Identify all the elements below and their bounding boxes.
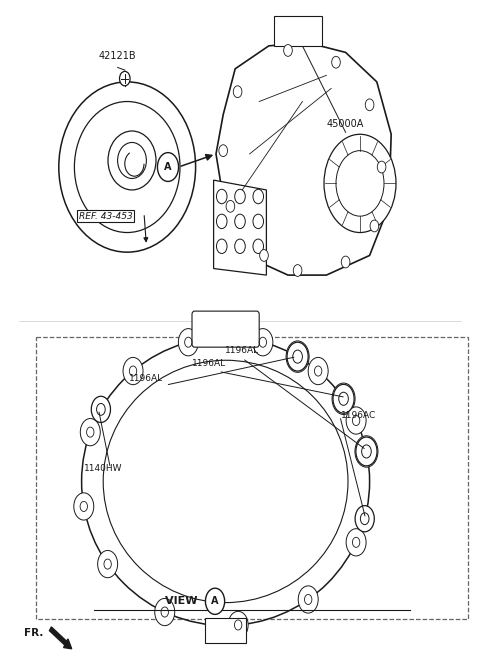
Circle shape [332, 383, 355, 415]
Circle shape [356, 437, 377, 466]
Circle shape [235, 239, 245, 253]
Text: A: A [211, 596, 219, 607]
Circle shape [216, 239, 227, 253]
Text: VIEW: VIEW [165, 596, 202, 607]
Circle shape [235, 189, 245, 204]
Circle shape [216, 214, 227, 229]
Text: 1196AC: 1196AC [341, 411, 376, 421]
Circle shape [286, 341, 309, 372]
Circle shape [341, 256, 350, 268]
Text: 1196AL: 1196AL [129, 374, 164, 383]
Circle shape [97, 550, 118, 578]
Circle shape [253, 329, 273, 356]
Circle shape [332, 56, 340, 68]
Circle shape [355, 436, 378, 467]
Text: 42121B: 42121B [99, 50, 136, 61]
Circle shape [333, 384, 354, 413]
Polygon shape [214, 180, 266, 275]
Circle shape [219, 145, 228, 157]
Circle shape [91, 396, 110, 422]
Circle shape [123, 358, 143, 384]
Text: 1196AL: 1196AL [225, 346, 260, 355]
Circle shape [179, 329, 198, 356]
Circle shape [228, 611, 248, 639]
Circle shape [355, 506, 374, 532]
Text: FR.: FR. [24, 627, 43, 638]
Circle shape [346, 407, 366, 434]
Circle shape [226, 200, 235, 212]
Circle shape [346, 529, 366, 556]
Circle shape [284, 45, 292, 56]
Circle shape [74, 493, 94, 520]
FancyBboxPatch shape [192, 311, 259, 347]
Circle shape [298, 586, 318, 613]
Circle shape [377, 161, 386, 173]
Circle shape [80, 419, 100, 446]
Circle shape [233, 86, 242, 98]
Circle shape [365, 99, 374, 111]
Circle shape [253, 239, 264, 253]
Text: 45000A: 45000A [327, 119, 364, 130]
Circle shape [287, 342, 308, 371]
Bar [274, 16, 322, 46]
Circle shape [370, 220, 379, 232]
Text: 1196AL: 1196AL [192, 359, 226, 368]
Circle shape [216, 189, 227, 204]
Text: 1140HW: 1140HW [84, 464, 122, 473]
FancyArrow shape [49, 627, 72, 648]
Circle shape [157, 153, 179, 181]
Circle shape [260, 250, 268, 261]
Circle shape [293, 265, 302, 276]
Circle shape [324, 134, 396, 233]
Circle shape [235, 214, 245, 229]
Circle shape [253, 214, 264, 229]
Bar [36, 337, 468, 619]
Circle shape [308, 358, 328, 384]
Circle shape [120, 71, 130, 86]
FancyBboxPatch shape [205, 618, 246, 643]
Circle shape [253, 189, 264, 204]
Circle shape [205, 588, 225, 614]
Text: A: A [164, 162, 172, 172]
Text: REF. 43-453: REF. 43-453 [79, 212, 132, 221]
Circle shape [155, 599, 175, 626]
